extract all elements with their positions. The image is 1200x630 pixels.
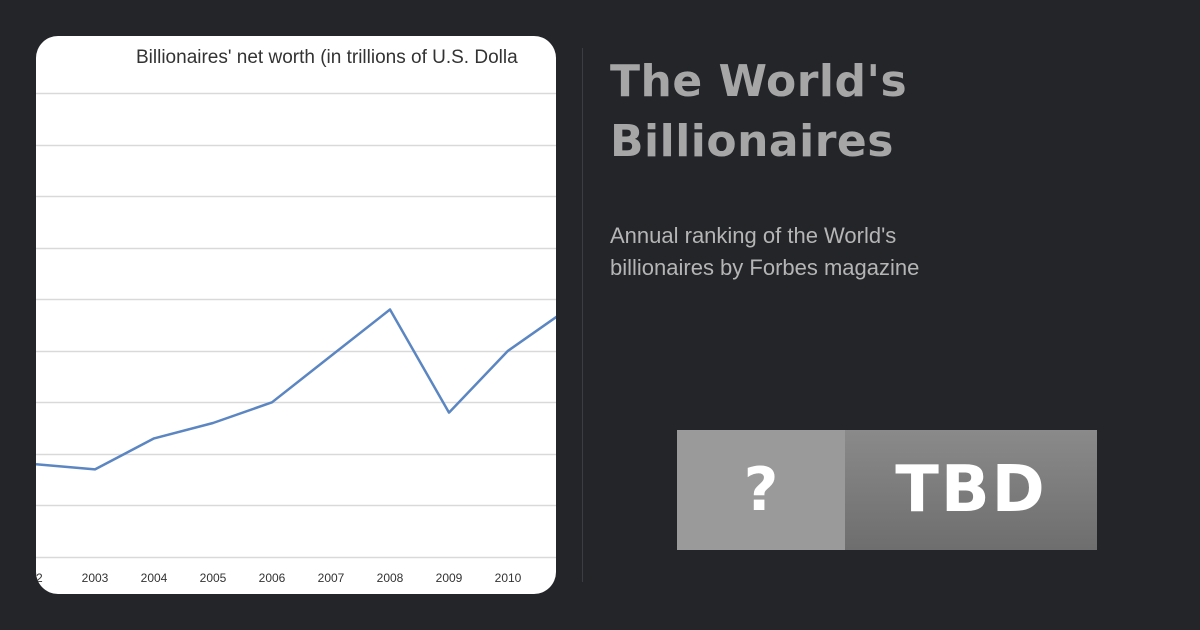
- page-title: The World's Billionaires: [610, 56, 908, 167]
- vertical-divider: [582, 48, 583, 582]
- status-badge: ? TBD: [677, 430, 1097, 550]
- chart-x-tick-label: 2005: [200, 571, 227, 585]
- chart-series-line: [36, 308, 556, 471]
- chart-x-tick-label: 2003: [82, 571, 109, 585]
- chart-x-tick-labels: 02 2003 2004 2005 2006 2007 2008 2009 2010: [36, 571, 522, 585]
- chart-x-tick-label: 02: [36, 571, 43, 585]
- status-badge-label: TBD: [845, 430, 1097, 550]
- page-description: Annual ranking of the World's billionair…: [610, 223, 920, 280]
- chart-x-tick-label: 2008: [377, 571, 404, 585]
- question-mark-icon: ?: [677, 430, 845, 550]
- chart-x-tick-label: 2009: [436, 571, 463, 585]
- chart-title: Billionaires' net worth (in trillions of…: [136, 47, 518, 68]
- chart-gridlines: [36, 92, 556, 559]
- chart-x-tick-label: 2004: [141, 571, 168, 585]
- chart-x-tick-label: 2010: [495, 571, 522, 585]
- chart-image-card: 02 2003 2004 2005 2006 2007 2008 2009 2010 Billi…: [36, 36, 556, 594]
- chart-x-tick-label: 2007: [318, 571, 345, 585]
- line-chart: 02 2003 2004 2005 2006 2007 2008 2009 2010 Billi…: [36, 47, 556, 585]
- chart-x-tick-label: 2006: [259, 571, 286, 585]
